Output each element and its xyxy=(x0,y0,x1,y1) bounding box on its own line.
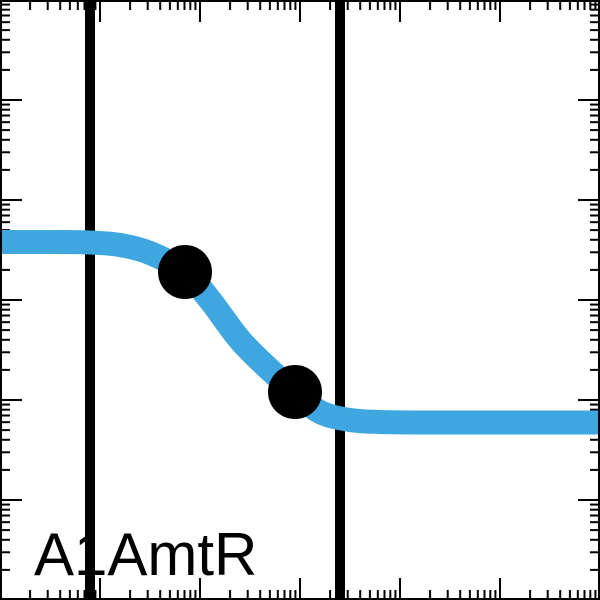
vertical-lines xyxy=(85,0,345,600)
points-layer xyxy=(158,245,322,419)
panel-label: A1AmtR xyxy=(34,521,257,588)
data-point xyxy=(158,245,212,299)
data-point xyxy=(268,365,322,419)
